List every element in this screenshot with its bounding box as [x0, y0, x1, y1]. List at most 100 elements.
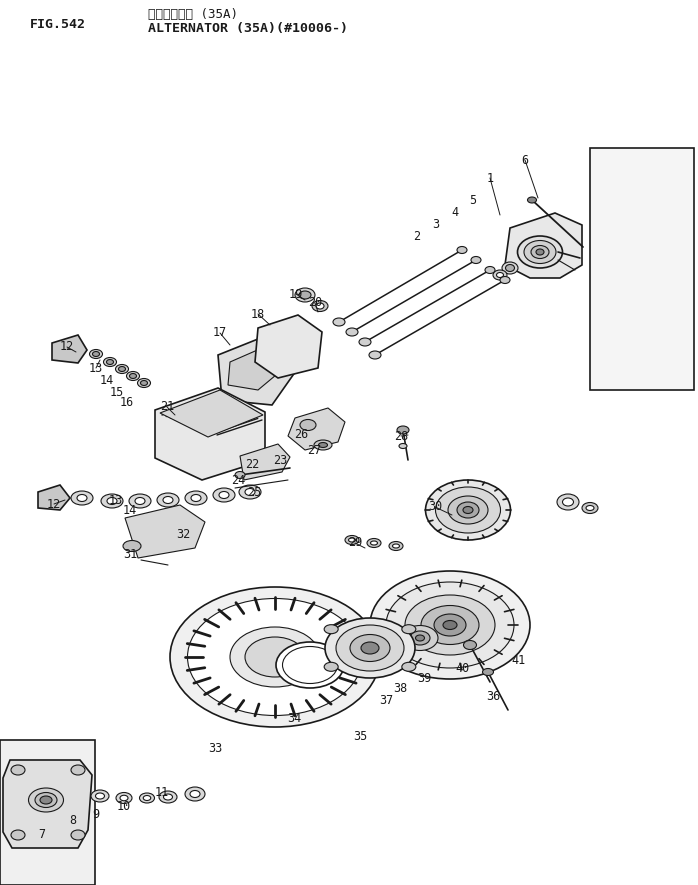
Ellipse shape [505, 265, 514, 272]
Text: 13: 13 [89, 361, 103, 374]
Ellipse shape [426, 480, 510, 540]
Text: 21: 21 [160, 401, 174, 413]
Ellipse shape [500, 276, 510, 283]
Ellipse shape [463, 641, 477, 650]
Ellipse shape [96, 793, 105, 799]
Ellipse shape [397, 426, 409, 434]
Ellipse shape [295, 288, 315, 302]
Ellipse shape [471, 257, 481, 264]
Text: 34: 34 [287, 712, 301, 725]
Ellipse shape [276, 642, 344, 688]
Ellipse shape [245, 637, 305, 677]
Ellipse shape [159, 791, 177, 803]
Ellipse shape [318, 442, 327, 448]
Polygon shape [125, 505, 205, 558]
Ellipse shape [457, 247, 467, 253]
Ellipse shape [336, 625, 404, 671]
Ellipse shape [71, 830, 85, 840]
Ellipse shape [29, 788, 64, 812]
Ellipse shape [213, 488, 235, 502]
Ellipse shape [140, 381, 147, 386]
Ellipse shape [188, 598, 362, 715]
Ellipse shape [71, 765, 85, 775]
Ellipse shape [143, 796, 151, 801]
Text: 15: 15 [110, 386, 124, 398]
Ellipse shape [345, 535, 359, 544]
Ellipse shape [190, 790, 200, 797]
Polygon shape [255, 315, 322, 378]
Ellipse shape [415, 635, 424, 641]
Text: オルタネータ (35A): オルタネータ (35A) [148, 8, 238, 21]
Ellipse shape [314, 440, 332, 450]
Polygon shape [288, 408, 345, 450]
Ellipse shape [463, 506, 473, 513]
Text: 37: 37 [379, 694, 393, 706]
Ellipse shape [135, 497, 145, 504]
Polygon shape [52, 335, 87, 363]
Ellipse shape [402, 625, 416, 634]
Ellipse shape [377, 652, 393, 664]
Ellipse shape [381, 656, 389, 660]
Ellipse shape [71, 491, 93, 505]
Polygon shape [0, 740, 95, 885]
Ellipse shape [140, 793, 154, 803]
Text: 9: 9 [92, 809, 100, 821]
Ellipse shape [115, 365, 128, 373]
Text: 23: 23 [273, 453, 287, 466]
Ellipse shape [107, 497, 117, 504]
Text: 41: 41 [512, 655, 526, 667]
Ellipse shape [563, 498, 574, 506]
Text: FIG.542: FIG.542 [30, 18, 86, 31]
Ellipse shape [163, 496, 173, 504]
Ellipse shape [163, 794, 172, 800]
Polygon shape [505, 213, 582, 278]
Ellipse shape [371, 541, 378, 545]
Ellipse shape [77, 495, 87, 502]
Text: 35: 35 [353, 730, 367, 743]
Text: 1: 1 [487, 172, 493, 184]
Text: 28: 28 [394, 429, 408, 442]
Polygon shape [240, 444, 290, 480]
Ellipse shape [536, 249, 544, 255]
Text: 13: 13 [109, 494, 123, 506]
Ellipse shape [235, 472, 245, 479]
Ellipse shape [324, 625, 338, 634]
Ellipse shape [443, 620, 457, 629]
Text: 14: 14 [100, 374, 114, 388]
Text: 33: 33 [208, 742, 222, 755]
Polygon shape [160, 390, 263, 437]
Ellipse shape [130, 373, 137, 379]
Text: 25: 25 [247, 487, 261, 499]
Ellipse shape [389, 542, 403, 550]
Ellipse shape [482, 668, 493, 675]
Ellipse shape [123, 541, 141, 551]
Ellipse shape [402, 662, 416, 672]
Text: 17: 17 [213, 327, 227, 340]
Ellipse shape [312, 301, 328, 312]
Text: 8: 8 [69, 813, 77, 827]
Ellipse shape [107, 359, 114, 365]
Text: 38: 38 [393, 681, 407, 695]
Text: 30: 30 [428, 501, 442, 513]
Ellipse shape [457, 502, 479, 518]
Polygon shape [38, 485, 70, 510]
Ellipse shape [517, 236, 563, 268]
Text: 32: 32 [176, 528, 190, 542]
Ellipse shape [138, 379, 151, 388]
Ellipse shape [89, 350, 103, 358]
Ellipse shape [582, 503, 598, 513]
Text: 31: 31 [123, 548, 137, 560]
Text: 14: 14 [123, 504, 137, 517]
Text: 27: 27 [307, 443, 321, 457]
Polygon shape [228, 348, 282, 390]
Text: 6: 6 [521, 153, 528, 166]
Ellipse shape [120, 796, 128, 801]
Ellipse shape [367, 538, 381, 548]
Ellipse shape [436, 487, 500, 533]
Ellipse shape [116, 792, 132, 804]
Ellipse shape [126, 372, 140, 381]
Ellipse shape [300, 419, 316, 430]
Ellipse shape [245, 489, 255, 496]
Ellipse shape [283, 647, 338, 683]
Ellipse shape [366, 657, 375, 663]
